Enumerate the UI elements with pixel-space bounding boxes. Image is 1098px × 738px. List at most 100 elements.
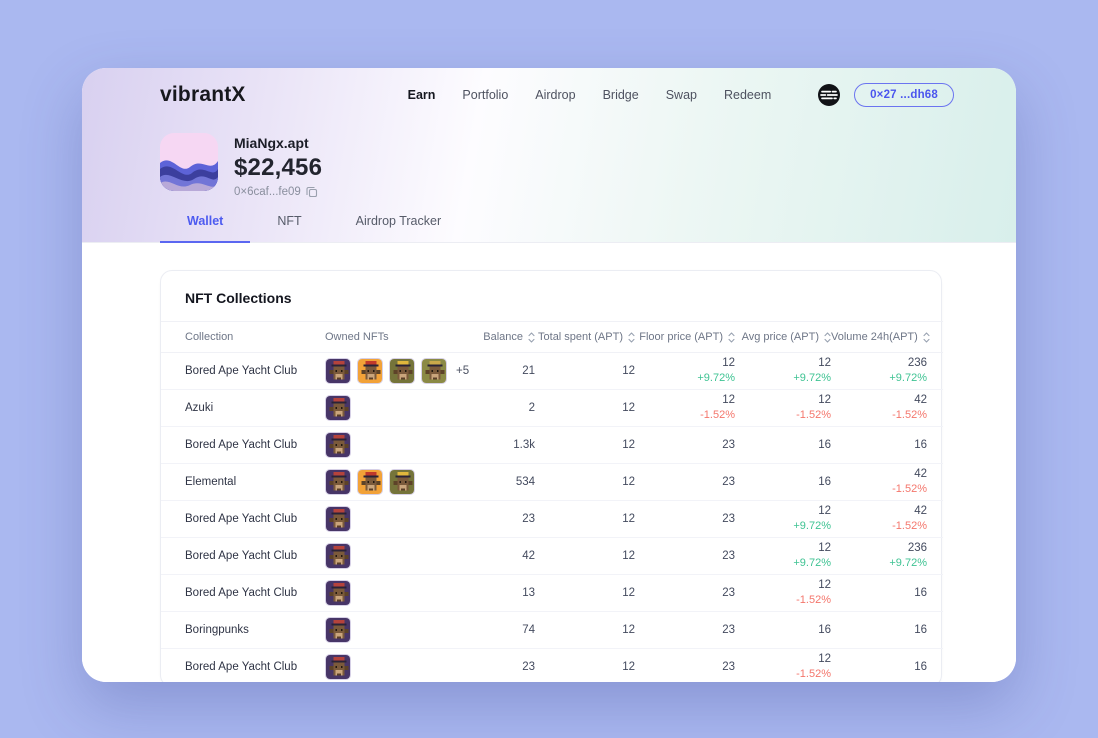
nav-item-portfolio[interactable]: Portfolio [462,88,509,102]
cell-change-up: +9.72% [793,557,831,569]
collection-name: Bored Ape Yacht Club [161,352,325,390]
owned-nft-thumbnails [325,654,475,681]
content-area: NFT Collections Collection Owned NFTs Bala… [82,270,1016,682]
nav-item-bridge[interactable]: Bridge [602,88,639,102]
cell-change-down: -1.52% [892,409,927,421]
cell-value: 16 [914,438,927,451]
cell-value: 42 [914,394,927,406]
cell-value: 16 [914,660,927,673]
table-row[interactable]: Bored Ape Yacht Club 13 12 23 12 -1.52% 16 [161,574,943,612]
cell-change-down: -1.52% [892,520,927,532]
address-text: 0×6caf...fe09 [234,186,301,198]
column-header-collection: Collection [161,321,325,353]
owned-nft-thumbnails: +5 [325,358,475,384]
owned-nft-thumbnails [325,432,475,458]
cell-value: 23 [522,512,535,525]
cell-value: 12 [818,505,831,517]
nft-thumbnail [325,506,351,532]
nav-item-earn[interactable]: Earn [407,88,436,102]
nav-item-redeem[interactable]: Redeem [724,88,772,102]
cell-value: 16 [914,623,927,636]
column-header-balance[interactable]: Balance [475,321,535,353]
nav-item-airdrop[interactable]: Airdrop [535,88,576,102]
table-row[interactable]: Boringpunks 74 12 23 16 16 [161,611,943,649]
cell-value: 12 [818,653,831,666]
sort-arrows-icon [528,331,535,343]
cell-value: 74 [522,623,535,636]
column-header-floor-price-apt[interactable]: Floor price (APT) [635,321,735,353]
owned-nft-thumbnails [325,469,475,495]
nft-thumbnail [325,543,351,569]
app-window: vibrantX Earn Portfolio Airdrop Bridge Swap R… [82,68,1016,682]
cell-change-down: -1.52% [700,409,735,421]
cell-value: 12 [622,660,635,673]
copy-icon[interactable] [306,186,318,198]
cell-value: 12 [818,357,831,369]
column-header-volume-24h-apt[interactable]: Volume 24h(APT) [831,321,943,353]
nft-thumbnail [325,580,351,606]
aptos-logo-icon[interactable] [817,83,841,107]
main-nav: Earn Portfolio Airdrop Bridge Swap Redeem [408,88,772,102]
cell-value: 23 [522,660,535,673]
nft-collections-table: Collection Owned NFTs Balance Total spent (… [161,321,943,682]
cell-value: 21 [522,364,535,377]
cell-value: 12 [818,394,831,406]
wallet-address-pill[interactable]: 0×27 ...dh68 [854,83,954,107]
table-row[interactable]: Bored Ape Yacht Club 23 12 23 12 -1.52% 16 [161,649,943,683]
cell-value: 23 [722,475,735,488]
collection-name: Bored Ape Yacht Club [185,661,298,674]
table-row[interactable]: Bored Ape Yacht Club 1.3k 12 23 16 16 [161,426,943,464]
column-label: Collection [185,331,234,343]
cell-value: 16 [914,586,927,599]
nft-thumbnail [389,358,415,384]
table-row[interactable]: Elemental 534 12 23 16 42 -1.52% [161,463,943,501]
column-label: Owned NFTs [325,331,389,343]
nft-thumbnail [325,395,351,421]
more-nfts-count: +5 [456,365,470,377]
cell-value: 42 [914,505,927,517]
table-row[interactable]: Bored Ape Yacht Club +5 21 12 12 +9.72% 12 +9.7… [161,352,943,390]
nft-thumbnail [325,617,351,643]
avatar [160,133,218,191]
table-body: Bored Ape Yacht Club +5 21 12 12 +9.72% 12 +9.7… [161,352,943,683]
profile-name: MiaNgx.apt [234,135,309,151]
cell-value: 12 [622,364,635,377]
cell-value: 23 [722,623,735,636]
cell-value: 12 [818,579,831,591]
owned-nft-thumbnails [325,506,475,532]
profile-info: MiaNgx.apt $22,456 0×6caf...fe09 [234,133,322,198]
tab-wallet[interactable]: Wallet [160,204,251,243]
sort-arrows-icon [728,331,735,343]
owned-nft-thumbnails [325,543,475,569]
nft-thumbnail [325,654,351,681]
cell-value: 16 [818,623,831,636]
cell-value: 1.3k [513,438,535,451]
column-label: Balance [483,331,523,343]
profile-address: 0×6caf...fe09 [234,186,322,198]
cell-change-up: +9.72% [793,372,831,384]
cell-value: 236 [907,542,927,554]
cell-change-down: -1.52% [796,594,831,606]
column-header-total-spent-apt[interactable]: Total spent (APT) [535,321,635,353]
column-header-avg-price-apt[interactable]: Avg price (APT) [735,321,831,353]
sort-arrows-icon [628,331,635,343]
cell-value: 16 [818,475,831,488]
tab-airdrop-tracker[interactable]: Airdrop Tracker [355,214,442,228]
nav-item-swap[interactable]: Swap [665,88,697,102]
nft-thumbnail [421,358,447,384]
cell-value: 12 [722,394,735,406]
top-navigation-bar: vibrantX Earn Portfolio Airdrop Bridge Swap R… [82,68,1016,122]
owned-nft-thumbnails [325,617,475,643]
tab-nft[interactable]: NFT [277,214,302,228]
table-header-row: Collection Owned NFTs Balance Total spent (… [161,321,943,353]
table-row[interactable]: Azuki 2 12 12 -1.52% 12 -1.52% 42 -1.52% [161,389,943,427]
table-row[interactable]: Bored Ape Yacht Club 42 12 23 12 +9.72% 236 +9.… [161,537,943,575]
cell-change-down: -1.52% [796,409,831,421]
cell-value: 23 [722,660,735,673]
cell-change-down: -1.52% [892,483,927,495]
cell-change-up: +9.72% [889,557,927,569]
column-label: Total spent (APT) [538,331,623,343]
table-row[interactable]: Bored Ape Yacht Club 23 12 23 12 +9.72% 42 -1.5… [161,500,943,538]
profile-tabs: Wallet NFT Airdrop Tracker [160,204,468,243]
